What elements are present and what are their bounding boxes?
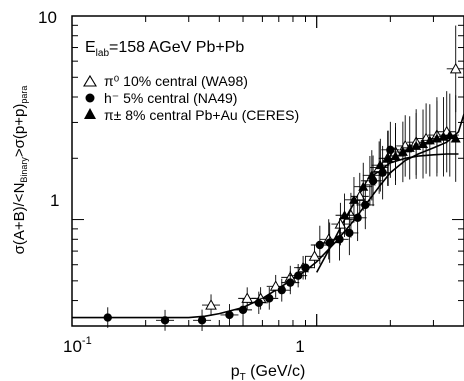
point-na49: [103, 313, 112, 322]
point-na49: [315, 240, 325, 250]
point-na49: [353, 213, 362, 223]
legend-label-wa98: π⁰ 10% central (WA98): [104, 73, 248, 89]
y-axis-label: σ(A+B)/<NBinary>σ(p+p)para: [11, 86, 29, 255]
point-ceres: [348, 194, 359, 204]
y-tick-label-1: 1: [50, 191, 59, 210]
point-ceres: [390, 151, 401, 161]
point-wa98: [205, 299, 217, 310]
point-ceres: [375, 160, 386, 170]
point-na49: [286, 278, 295, 287]
point-na49: [265, 294, 274, 303]
x-tick-label-0.1: 10-1: [63, 335, 92, 356]
point-na49: [238, 305, 248, 315]
point-ceres: [450, 133, 461, 143]
legend-marker-open-triangle: [83, 74, 97, 87]
x-axis-label: pT (GeV/c): [231, 363, 306, 381]
point-na49: [301, 263, 310, 272]
point-ceres: [366, 170, 377, 180]
point-na49: [225, 310, 234, 320]
point-wa98: [241, 292, 254, 303]
point-na49: [386, 145, 395, 155]
point-na49: [361, 200, 370, 210]
legend-marker-filled-circle: [85, 93, 95, 103]
point-wa98: [449, 62, 462, 74]
point-na49: [335, 235, 344, 244]
legend: π⁰ 10% central (WA98) h⁻ 5% central (NA4…: [83, 73, 299, 123]
legend-label-na49: h⁻ 5% central (NA49): [104, 90, 237, 106]
point-wa98: [345, 209, 357, 220]
point-ceres: [418, 139, 429, 149]
data-points: [98, 25, 464, 331]
point-ceres: [358, 181, 369, 191]
plot-frame: [71, 15, 464, 327]
y-tick-label-10: 10: [38, 8, 57, 27]
point-na49: [197, 316, 207, 325]
point-na49: [160, 316, 170, 325]
point-na49: [345, 228, 354, 238]
point-ceres: [339, 210, 350, 220]
point-ceres: [444, 130, 455, 140]
point-wa98: [334, 218, 347, 229]
point-wa98: [308, 250, 321, 261]
point-na49: [293, 271, 303, 280]
chart-title: Elab=158 AGeV Pb+Pb: [85, 39, 244, 59]
point-na49: [277, 285, 286, 295]
point-ceres: [397, 146, 408, 156]
legend-marker-filled-triangle: [84, 108, 96, 119]
point-na49: [254, 298, 263, 308]
axis-ticks: [71, 15, 464, 327]
legend-label-ceres: π± 8% central Pb+Au (CERES): [104, 107, 299, 123]
x-tick-label-1: 1: [295, 337, 304, 356]
point-na49: [325, 238, 334, 247]
